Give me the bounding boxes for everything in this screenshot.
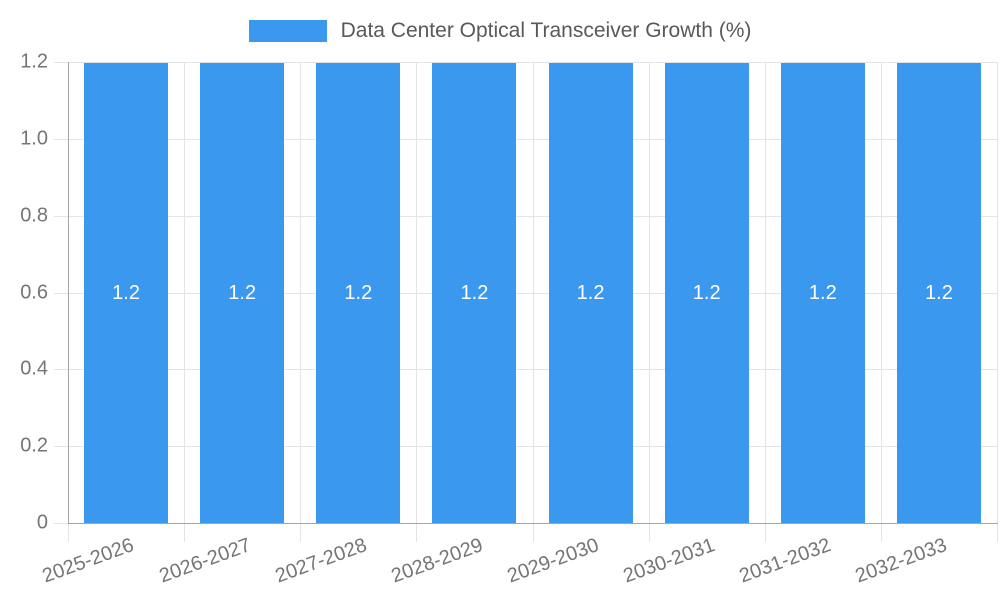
bar[interactable]: 1.2: [432, 63, 517, 523]
x-tick-label: 2028-2029: [388, 534, 486, 588]
bar[interactable]: 1.2: [780, 63, 865, 523]
bar-value-label: 1.2: [344, 282, 373, 304]
y-axis-tick: [54, 292, 68, 294]
x-tick-label: 2026-2027: [155, 534, 254, 588]
y-axis-tick: [54, 215, 68, 217]
bar-value-label: 1.2: [112, 282, 140, 304]
bar-value-label: 1.2: [576, 282, 605, 304]
x-gridline: [300, 62, 302, 523]
x-tick-label: 2032-2033: [852, 534, 951, 588]
bar[interactable]: 1.2: [664, 63, 749, 523]
y-tick-label: 0.4: [20, 357, 48, 380]
x-tick-label: 2030-2031: [620, 534, 718, 588]
x-gridline: [184, 62, 186, 523]
bar-value-label: 1.2: [228, 282, 257, 304]
legend-swatch-icon: [248, 20, 327, 42]
y-axis-tick: [54, 446, 68, 448]
chart-legend[interactable]: Data Center Optical Transceiver Growth (…: [0, 19, 1000, 43]
x-axis-tick: [648, 523, 650, 542]
x-axis-tick: [764, 523, 766, 542]
x-tick-label: 2031-2032: [736, 534, 834, 588]
y-tick-label: 0.6: [20, 281, 48, 304]
bar-value-label: 1.2: [808, 282, 837, 304]
x-gridline: [880, 62, 882, 523]
x-axis-tick: [300, 523, 302, 542]
bar[interactable]: 1.2: [896, 63, 981, 523]
y-tick-label: 1.0: [20, 127, 48, 150]
y-tick-label: 0.8: [20, 204, 48, 227]
x-tick-label: 2029-2030: [504, 534, 602, 588]
bar[interactable]: 1.2: [84, 63, 169, 523]
bar[interactable]: 1.2: [316, 63, 401, 523]
x-gridline: [532, 62, 534, 523]
bar[interactable]: 1.2: [200, 63, 285, 523]
bar-value-label: 1.2: [460, 282, 489, 304]
y-axis-tick: [54, 523, 68, 524]
x-gridline: [648, 62, 650, 523]
x-gridline: [997, 62, 998, 523]
x-tick-label: 2027-2028: [272, 534, 370, 588]
y-axis-tick: [54, 369, 68, 371]
y-tick-label: 0: [36, 511, 48, 534]
y-axis-tick: [54, 138, 68, 140]
y-axis-tick: [54, 62, 68, 63]
x-axis-tick: [416, 523, 418, 542]
y-tick-label: 0.2: [20, 434, 48, 457]
bar-value-label: 1.2: [692, 282, 721, 304]
y-tick-label: 1.2: [20, 50, 48, 73]
bar-value-label: 1.2: [925, 282, 953, 304]
x-gridline: [416, 62, 418, 523]
x-axis-tick: [997, 523, 998, 542]
x-axis-tick: [184, 523, 186, 542]
legend-label: Data Center Optical Transceiver Growth (…: [340, 19, 752, 42]
x-axis-tick: [68, 523, 69, 542]
x-axis-line: [68, 523, 998, 524]
bar[interactable]: 1.2: [548, 63, 633, 523]
x-gridline: [764, 62, 766, 523]
y-axis-line: [68, 62, 69, 523]
x-axis-tick: [532, 523, 534, 542]
x-tick-label: 2025-2026: [39, 534, 138, 588]
x-axis-tick: [880, 523, 882, 542]
